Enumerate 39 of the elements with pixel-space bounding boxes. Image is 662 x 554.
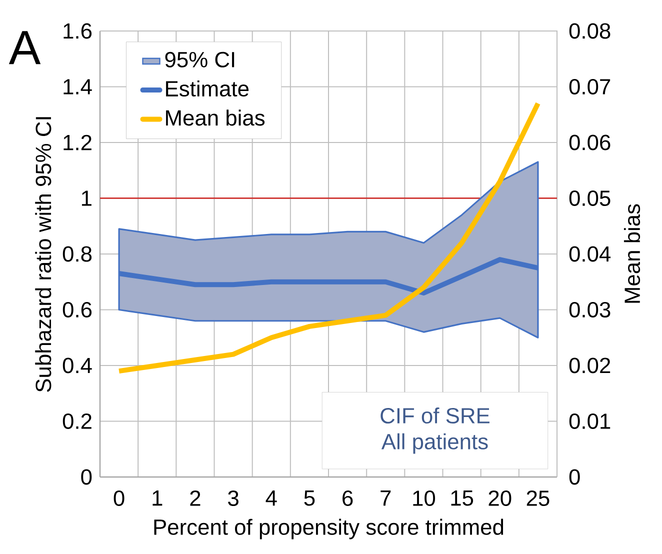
y-tick-label: 0.2 xyxy=(62,413,92,429)
x-tick-label: 15 xyxy=(451,490,474,506)
x-axis-title: Percent of propensity score trimmed xyxy=(154,518,504,540)
x-tick-label: 2 xyxy=(190,490,200,506)
y-tick-label: 1.4 xyxy=(64,79,92,94)
legend-label: Estimate xyxy=(166,80,249,97)
y-tick-label: 1.2 xyxy=(64,134,92,150)
y2-axis-title: Mean bias xyxy=(624,204,640,303)
y-tick-label: 0.6 xyxy=(62,302,92,318)
y2-tick-label: 0.05 xyxy=(569,190,610,206)
y2-tick-label: 0.01 xyxy=(569,413,610,429)
y-tick-label: 0.4 xyxy=(62,358,92,374)
annotation: All patients xyxy=(381,433,488,454)
text: A xyxy=(8,31,41,64)
y2-tick-label: 0.03 xyxy=(569,302,610,318)
x-tick-label: 0 xyxy=(114,490,124,506)
x-tick-label: 1 xyxy=(152,490,162,506)
y2-tick-label: 0 xyxy=(569,469,580,485)
y-tick-label: 1 xyxy=(82,190,92,206)
x-tick-label: 5 xyxy=(304,490,315,506)
y2-tick-label: 0.02 xyxy=(569,358,610,374)
y-tick-label: 1.6 xyxy=(64,23,92,39)
y-tick-label: 0 xyxy=(81,469,92,485)
x-tick-label: 20 xyxy=(488,490,512,506)
y2-tick-label: 0.08 xyxy=(569,23,610,39)
x-tick-label: 7 xyxy=(380,490,391,506)
x-tick-label: 4 xyxy=(266,490,277,506)
legend-label: Mean bias xyxy=(166,110,265,126)
x-tick-label: 6 xyxy=(342,490,353,506)
x-tick-label: 10 xyxy=(413,490,436,506)
annotation: CIF of SRE xyxy=(380,407,490,424)
y2-tick-label: 0.06 xyxy=(569,134,610,150)
y-axis-title: Subhazard ratio with 95% CI xyxy=(35,117,52,392)
annotation: 95% CI xyxy=(165,52,234,68)
x-tick-label: 3 xyxy=(228,490,238,506)
y2-tick-label: 0.07 xyxy=(569,78,610,94)
y-tick-label: 0.8 xyxy=(62,246,92,262)
x-tick-label: 25 xyxy=(526,490,550,506)
y2-tick-label: 0.04 xyxy=(569,246,611,262)
